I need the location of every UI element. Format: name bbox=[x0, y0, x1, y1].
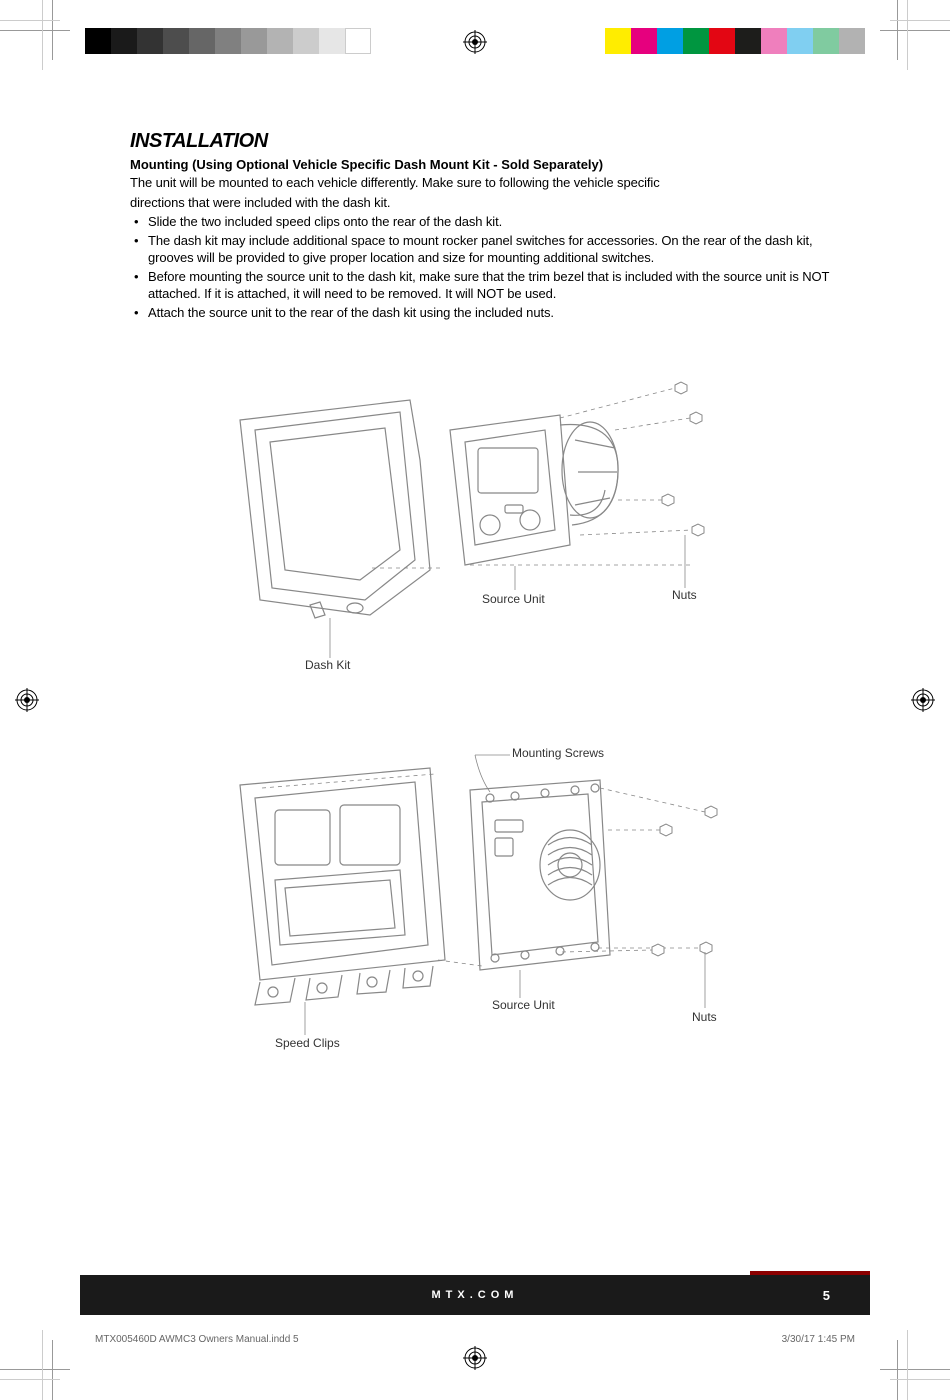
registration-mark-icon bbox=[911, 688, 935, 712]
page-number: 5 bbox=[823, 1288, 830, 1303]
section-title: INSTALLATION bbox=[130, 130, 830, 153]
list-item: The dash kit may include additional spac… bbox=[130, 232, 830, 267]
slug-timestamp: 3/30/17 1:45 PM bbox=[782, 1334, 855, 1345]
label-speed-clips: Speed Clips bbox=[275, 1036, 340, 1050]
footer-band: MTX.COM 5 bbox=[80, 1275, 870, 1315]
registration-mark-icon bbox=[15, 688, 39, 712]
label-dash-kit: Dash Kit bbox=[305, 658, 350, 672]
intro-text: directions that were included with the d… bbox=[130, 194, 830, 212]
label-nuts: Nuts bbox=[692, 1010, 717, 1024]
slug-line: MTX005460D AWMC3 Owners Manual.indd 5 3/… bbox=[95, 1334, 855, 1345]
intro-text: The unit will be mounted to each vehicle… bbox=[130, 174, 830, 192]
color-bar-right bbox=[605, 28, 865, 54]
footer-accent bbox=[750, 1271, 870, 1275]
color-bar-left bbox=[85, 28, 371, 54]
label-source-unit: Source Unit bbox=[482, 592, 545, 606]
registration-mark-icon bbox=[463, 30, 487, 54]
list-item: Before mounting the source unit to the d… bbox=[130, 268, 830, 303]
page-content: INSTALLATION Mounting (Using Optional Ve… bbox=[130, 130, 830, 322]
footer-url: MTX.COM bbox=[432, 1289, 519, 1301]
bullet-list: Slide the two included speed clips onto … bbox=[130, 213, 830, 321]
diagram-exploded-front: Dash Kit Source Unit Nuts bbox=[220, 370, 740, 670]
list-item: Attach the source unit to the rear of th… bbox=[130, 304, 830, 322]
sub-title: Mounting (Using Optional Vehicle Specifi… bbox=[130, 157, 830, 172]
label-mounting-screws: Mounting Screws bbox=[512, 746, 604, 760]
label-source-unit: Source Unit bbox=[492, 998, 555, 1012]
diagram-exploded-rear: Mounting Screws Source Unit Speed Clips … bbox=[200, 720, 720, 1050]
registration-mark-icon bbox=[463, 1346, 487, 1370]
list-item: Slide the two included speed clips onto … bbox=[130, 213, 830, 231]
label-nuts: Nuts bbox=[672, 588, 697, 602]
slug-file: MTX005460D AWMC3 Owners Manual.indd 5 bbox=[95, 1334, 299, 1345]
